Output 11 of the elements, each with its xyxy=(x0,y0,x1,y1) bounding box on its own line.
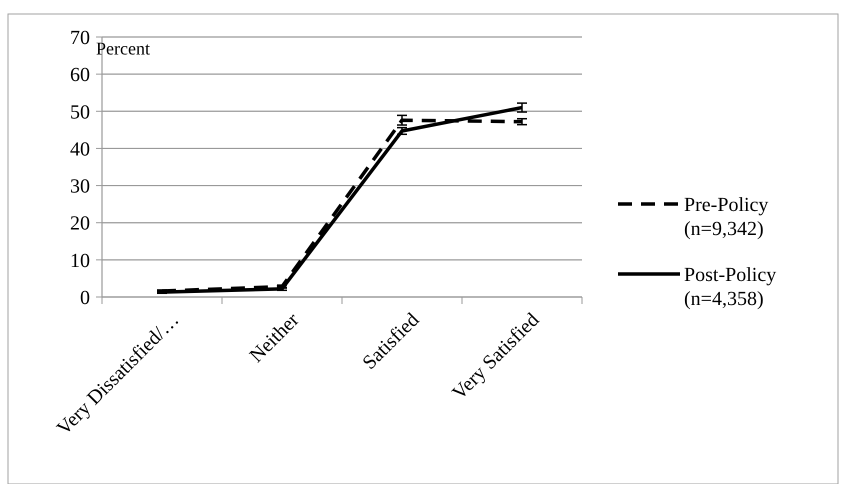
y-tick-label: 50 xyxy=(70,101,90,124)
legend-label: Pre-Policy (n=9,342) xyxy=(684,194,768,240)
y-tick-label: 40 xyxy=(70,138,90,160)
y-tick-label: 60 xyxy=(70,64,90,86)
legend-label: Post-Policy (n=4,358) xyxy=(684,264,776,310)
y-tick-label: 30 xyxy=(70,176,90,198)
y-tick-label: 10 xyxy=(70,250,90,272)
y-tick-label: 0 xyxy=(80,287,90,309)
y-axis-title: Percent xyxy=(96,38,150,59)
y-tick-label: 20 xyxy=(70,212,90,235)
y-tick-label: 70 xyxy=(70,27,90,49)
